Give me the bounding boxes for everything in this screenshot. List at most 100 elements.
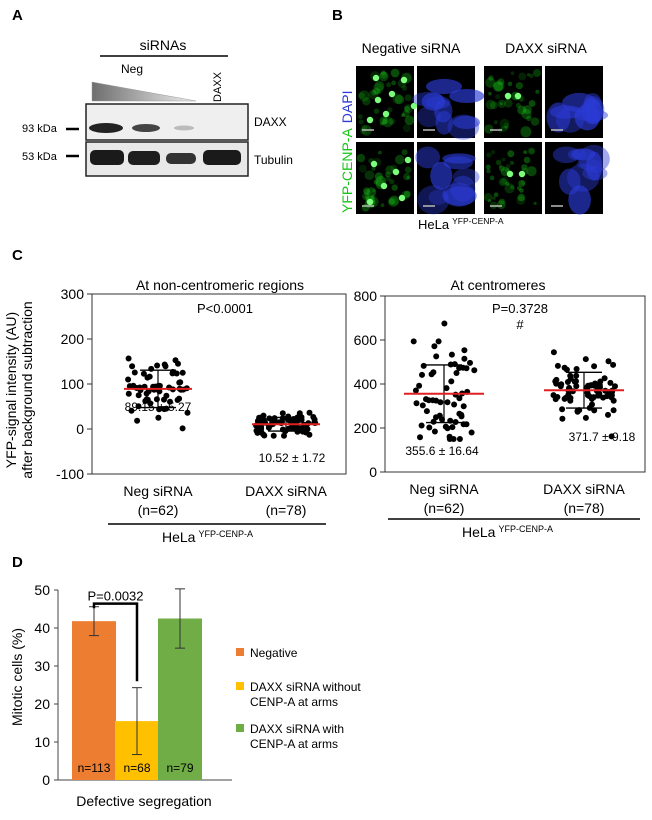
group-n-label: (n=78) [266, 502, 307, 518]
micrograph-haze [518, 180, 526, 187]
data-point [436, 412, 443, 419]
cenpa-focus [388, 90, 396, 98]
data-point [446, 433, 453, 440]
micrograph-haze [380, 122, 384, 126]
micrograph-haze [503, 122, 509, 128]
c-left-pvalue: P<0.0001 [197, 301, 253, 316]
micrograph-haze [376, 89, 382, 94]
data-point [131, 369, 138, 376]
micrograph-haze [406, 175, 410, 180]
micrograph-haze [380, 71, 388, 79]
y-tick-label: 0 [76, 421, 84, 437]
data-point [467, 359, 473, 366]
group-name-label: Neg siRNA [409, 481, 479, 497]
micrograph-haze [490, 150, 496, 155]
data-point [559, 415, 566, 422]
data-point [184, 409, 191, 416]
blot-tubulin-label: Tubulin [254, 153, 293, 167]
micrograph-haze [372, 189, 376, 193]
d-bar-count: n=79 [166, 761, 193, 775]
data-point [573, 378, 579, 385]
cenpa-focus [398, 194, 406, 202]
col-daxx-label: DAXX siRNA [505, 40, 587, 56]
d-legend-swatch [236, 682, 244, 690]
data-point [610, 397, 617, 404]
blot-daxx [85, 103, 249, 141]
data-point [125, 376, 132, 383]
micrograph-haze [379, 116, 388, 125]
micrograph-haze [523, 150, 528, 155]
blot-daxx-label: DAXX [254, 115, 287, 129]
d-significance-bracket [92, 602, 139, 682]
chromosome-blob [546, 102, 571, 133]
micrograph-haze [380, 70, 386, 76]
blot-daxx-band-1 [89, 123, 123, 133]
micrograph-haze [499, 102, 503, 106]
micrograph-haze [497, 78, 505, 86]
neg-gradient-triangle [91, 81, 197, 102]
micrograph-haze [493, 192, 499, 197]
data-point [451, 401, 458, 408]
chromosome-blob [585, 99, 603, 125]
data-point [419, 371, 425, 378]
micrograph-tile-6 [415, 142, 480, 215]
data-point [304, 426, 311, 433]
micrograph-haze [517, 193, 526, 202]
micrograph-haze [520, 126, 532, 138]
data-point [443, 385, 450, 392]
data-point [449, 424, 456, 431]
micrograph-haze [498, 198, 505, 205]
cenpa-focus [366, 116, 374, 124]
micrograph-haze [364, 195, 370, 200]
data-point [419, 402, 426, 409]
data-point [145, 388, 152, 395]
micrograph-tile-5 [356, 142, 414, 214]
d-legend-label: DAXX siRNA without CENP-A at arms [250, 680, 361, 709]
chromosome-blob [412, 92, 444, 107]
panel-d-ylabel: Mitotic cells (%) [9, 628, 25, 726]
micrograph-haze [386, 82, 392, 88]
data-point [461, 347, 468, 354]
data-point [552, 378, 559, 385]
micrograph-haze [507, 81, 513, 87]
data-point [554, 362, 561, 369]
data-point [448, 351, 455, 358]
micrograph-haze [388, 196, 399, 208]
data-point [173, 370, 180, 377]
data-point [561, 364, 568, 371]
data-point [605, 411, 611, 418]
d-bar-count: n=113 [78, 761, 111, 775]
c-right-pvalue: P=0.3728 [492, 301, 548, 316]
data-point [423, 408, 430, 415]
panel-a-letter: A [12, 7, 23, 24]
data-point [265, 424, 272, 431]
micrograph-haze [358, 164, 367, 173]
micrograph-haze [505, 181, 510, 186]
micrograph-haze [515, 102, 521, 108]
micrograph-haze [389, 178, 395, 185]
data-point [148, 365, 155, 372]
c-right-plot: 800 600 400 200 0 355.6 ± 16.64 Neg siRNA (n=62… [354, 288, 646, 516]
micrograph-haze [504, 183, 515, 194]
data-point [610, 407, 617, 414]
data-point [284, 415, 291, 422]
micrograph-tile-1 [356, 66, 418, 138]
cenpa-focus [382, 110, 390, 118]
micrograph-haze [516, 195, 526, 205]
data-point [430, 418, 437, 425]
micrograph-haze [510, 71, 515, 75]
micrograph-haze [363, 187, 371, 195]
data-point [456, 436, 463, 442]
micrograph-haze [484, 124, 494, 134]
data-point [426, 424, 433, 431]
micrograph-haze [529, 148, 535, 154]
micrograph-haze [487, 199, 492, 203]
micrograph-haze [356, 153, 366, 163]
chromosome-blob [417, 106, 441, 128]
data-point [460, 421, 467, 428]
d-y-tick-label: 0 [42, 772, 50, 788]
micrograph-haze [374, 81, 385, 91]
micrograph-tile-7 [483, 142, 542, 214]
micrograph-haze [526, 115, 532, 122]
data-point [558, 381, 565, 388]
